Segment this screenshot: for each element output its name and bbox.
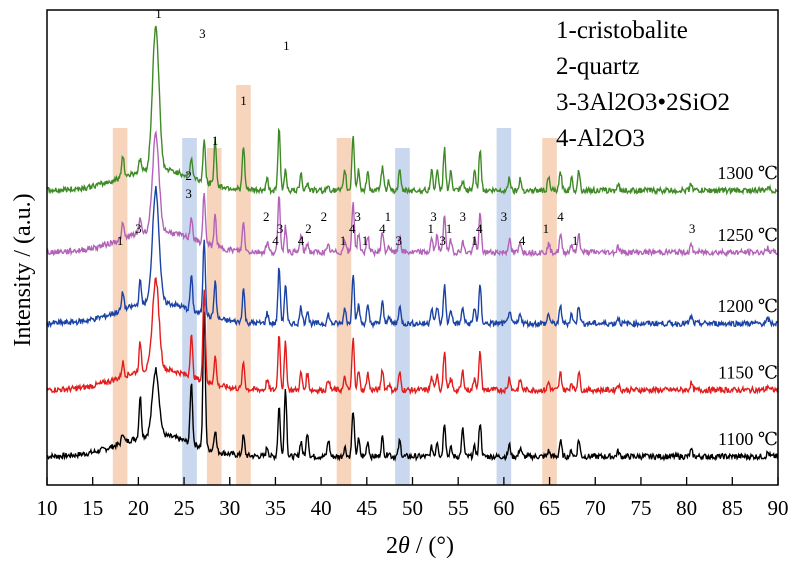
phase-band	[236, 85, 251, 485]
phase-band	[542, 138, 557, 485]
peak-label: 3	[185, 186, 192, 201]
peak-label: 2	[321, 209, 328, 224]
x-tick-label: 40	[311, 496, 332, 520]
peak-label: 1	[117, 233, 124, 248]
x-tick-label: 25	[174, 496, 195, 520]
peak-label: 1	[543, 221, 550, 236]
x-tick-label: 70	[585, 496, 606, 520]
legend-entry: 4-Al2O3	[556, 125, 645, 152]
peak-label: 4	[557, 209, 564, 224]
series-line	[46, 276, 779, 396]
peak-label: 1	[362, 233, 369, 248]
peak-label: 1	[471, 233, 478, 248]
x-tick-label: 55	[448, 496, 469, 520]
temperature-labels: 1100 ℃ 1150 ℃ 1200 ℃ 1250 ℃ 1300 ℃	[717, 163, 778, 449]
series-lines	[46, 25, 779, 462]
temperature-label: 1250 ℃	[717, 225, 778, 245]
x-tick-label: 90	[768, 496, 789, 520]
legend-entry: 1-cristobalite	[556, 17, 688, 44]
x-tick-label: 10	[37, 496, 58, 520]
x-axis-title-prefix: 2	[386, 533, 398, 559]
peak-label: 1	[340, 233, 347, 248]
peak-label: 1	[572, 233, 579, 248]
y-axis-title: Intensity / (a.u.)	[10, 193, 36, 346]
peak-label: 3	[689, 221, 696, 236]
peak-label: 1	[385, 209, 392, 224]
phase-band	[496, 128, 512, 485]
x-tick-label: 85	[722, 496, 743, 520]
plot-border	[46, 9, 779, 486]
temperature-label: 1150 ℃	[718, 363, 778, 383]
peak-label: 3	[277, 221, 284, 236]
legend-entry: 2-quartz	[556, 53, 639, 80]
peak-label: 1	[155, 6, 162, 21]
temperature-label: 1200 ℃	[717, 296, 778, 316]
peak-label: 1	[240, 93, 247, 108]
peak-label: 2	[263, 209, 270, 224]
plot-frame	[46, 9, 779, 486]
legend-entry: 3-3Al2O3•2SiO2	[556, 89, 730, 116]
x-tick-label: 60	[493, 496, 514, 520]
x-axis-ticks: 10 15 20 25 30 35 40 45 50 55 60 65 70 75 80 85 90	[37, 477, 789, 520]
x-tick-label: 15	[82, 496, 103, 520]
x-tick-label: 20	[128, 496, 149, 520]
series-line	[46, 129, 779, 258]
x-axis-title-unit: / (°)	[410, 533, 454, 559]
peak-label: 3	[354, 209, 361, 224]
x-tick-label: 35	[265, 496, 286, 520]
peak-label: 1	[446, 221, 453, 236]
phase-band	[395, 148, 410, 485]
peak-label: 1	[428, 221, 435, 236]
phase-band	[112, 128, 128, 485]
temperature-label: 1100 ℃	[718, 429, 778, 449]
peak-label: 3	[135, 221, 142, 236]
peak-label: 3	[501, 209, 508, 224]
peak-label: 1	[283, 38, 290, 53]
x-tick-label: 80	[676, 496, 697, 520]
peak-label: 3	[460, 209, 467, 224]
peak-label: 4	[379, 221, 386, 236]
x-tick-label: 30	[219, 496, 240, 520]
peak-label: 3	[199, 26, 206, 41]
legend: 1-cristobalite 2-quartz 3-3Al2O3•2SiO2 4-Al…	[556, 17, 730, 152]
peak-label: 4	[272, 233, 279, 248]
peak-label: 4	[476, 221, 483, 236]
phase-band	[206, 148, 222, 485]
peak-label: 3	[396, 233, 403, 248]
x-tick-label: 65	[539, 496, 560, 520]
peak-label: 2	[305, 221, 312, 236]
series-line	[46, 185, 779, 330]
peak-label: 1	[212, 133, 219, 148]
peak-label: 4	[519, 233, 526, 248]
peak-label: 3	[430, 209, 437, 224]
peak-label: 2	[185, 168, 192, 183]
peak-label: 4	[349, 221, 356, 236]
peak-label: 3	[439, 233, 446, 248]
x-tick-label: 45	[356, 496, 377, 520]
peak-label: 4	[298, 233, 305, 248]
x-tick-label: 50	[402, 496, 423, 520]
temperature-label: 1300 ℃	[717, 163, 778, 183]
phase-bands	[112, 85, 557, 485]
x-axis-title: 2θ / (°)	[386, 533, 454, 559]
series-line	[46, 311, 779, 462]
x-axis-title-symbol: θ	[398, 533, 410, 559]
x-tick-label: 75	[630, 496, 651, 520]
series-line	[46, 25, 779, 196]
